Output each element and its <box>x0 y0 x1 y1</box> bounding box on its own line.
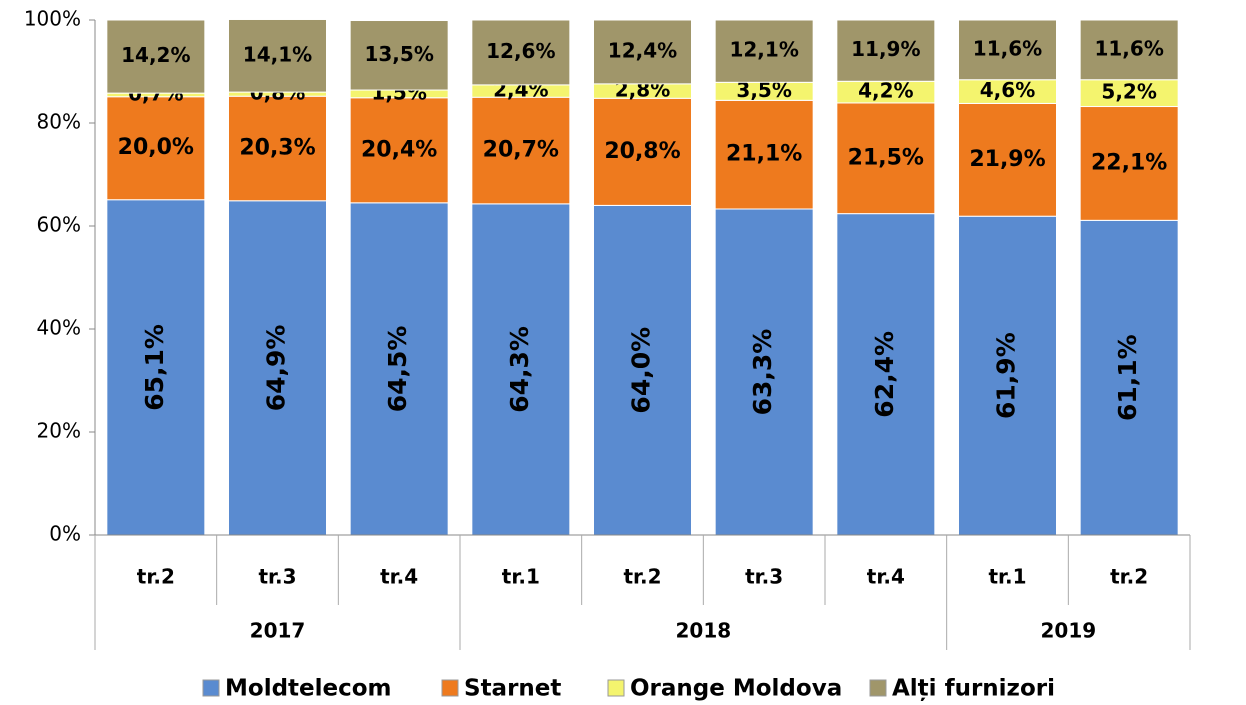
bar-segment <box>228 95 327 202</box>
group-label: 2019 <box>1040 619 1096 643</box>
value-label: 20,8% <box>604 139 680 164</box>
value-label: 64,0% <box>627 327 656 414</box>
y-tick-label: 0% <box>49 522 81 546</box>
y-tick-label: 80% <box>37 110 81 134</box>
value-label: 64,3% <box>505 326 534 413</box>
value-label: 4,2% <box>858 79 913 103</box>
value-label: 14,1% <box>243 42 312 66</box>
bar-segment <box>593 97 692 206</box>
value-label: 14,2% <box>121 43 190 67</box>
x-tick-label: tr.2 <box>623 565 661 589</box>
bar-segment <box>714 19 814 83</box>
value-label: 20,7% <box>483 138 559 163</box>
legend-swatch <box>607 679 625 697</box>
value-label: 22,1% <box>1091 150 1167 175</box>
value-label: 21,9% <box>969 147 1045 172</box>
value-label: 61,1% <box>1113 334 1142 421</box>
x-tick-label: tr.3 <box>258 565 296 589</box>
value-label: 63,3% <box>748 329 777 416</box>
value-label: 11,9% <box>851 37 920 61</box>
legend-swatch <box>202 679 220 697</box>
group-label: 2017 <box>250 619 306 643</box>
bar-segment <box>836 102 936 215</box>
bar-segment <box>958 102 1057 217</box>
value-label: 5,2% <box>1101 80 1156 104</box>
bar-segment <box>714 99 814 210</box>
y-tick-label: 20% <box>37 419 81 443</box>
y-tick-label: 40% <box>37 316 81 340</box>
x-tick-label: tr.2 <box>137 565 175 589</box>
value-label: 12,4% <box>608 38 677 62</box>
x-tick-label: tr.2 <box>1110 565 1148 589</box>
y-tick-label: 100% <box>24 7 81 31</box>
legend-label: Alți furnizori <box>892 676 1055 702</box>
value-label: 20,0% <box>118 135 194 160</box>
x-tick-label: tr.1 <box>988 565 1026 589</box>
value-label: 64,9% <box>262 325 291 412</box>
x-tick-label: tr.1 <box>502 565 540 589</box>
value-label: 4,6% <box>980 78 1035 102</box>
bar-segment <box>1079 219 1179 536</box>
bar-segment <box>714 208 814 536</box>
legend-label: Orange Moldova <box>630 676 842 702</box>
bar-segment <box>958 19 1057 81</box>
bar-segment <box>958 215 1057 536</box>
bar-segment <box>593 19 692 85</box>
value-label: 12,1% <box>729 38 798 62</box>
value-label: 20,3% <box>239 135 315 160</box>
legend-label: Starnet <box>464 676 561 702</box>
group-label: 2018 <box>675 619 731 643</box>
value-label: 13,5% <box>364 42 433 66</box>
legend-swatch <box>869 679 887 697</box>
bar-segment <box>106 96 206 201</box>
value-label: 11,6% <box>973 36 1042 60</box>
x-tick-label: tr.4 <box>867 565 905 589</box>
x-tick-label: tr.3 <box>745 565 783 589</box>
value-label: 64,5% <box>383 326 412 413</box>
bar-segment <box>593 204 692 536</box>
value-label: 21,1% <box>726 142 802 167</box>
legend-label: Moldtelecom <box>225 676 392 702</box>
value-label: 62,4% <box>870 331 899 418</box>
value-label: 61,9% <box>992 332 1021 419</box>
bar-segment <box>1079 19 1179 81</box>
y-tick-label: 60% <box>37 213 81 237</box>
value-label: 12,6% <box>486 39 555 63</box>
bar-segment <box>836 213 936 536</box>
legend-swatch <box>441 679 459 697</box>
bar-segment <box>228 18 327 93</box>
value-label: 21,5% <box>848 145 924 170</box>
bar-segment <box>471 203 571 536</box>
bar-segment <box>349 20 449 91</box>
value-label: 11,6% <box>1094 36 1163 60</box>
bar-segment <box>836 19 936 82</box>
bar-segment <box>106 19 206 94</box>
bar-segment <box>471 19 571 86</box>
value-label: 65,1% <box>140 324 169 411</box>
x-tick-label: tr.4 <box>380 565 418 589</box>
bar-segment <box>349 202 449 536</box>
value-label: 20,4% <box>361 137 437 162</box>
bar-segment <box>1079 106 1179 221</box>
